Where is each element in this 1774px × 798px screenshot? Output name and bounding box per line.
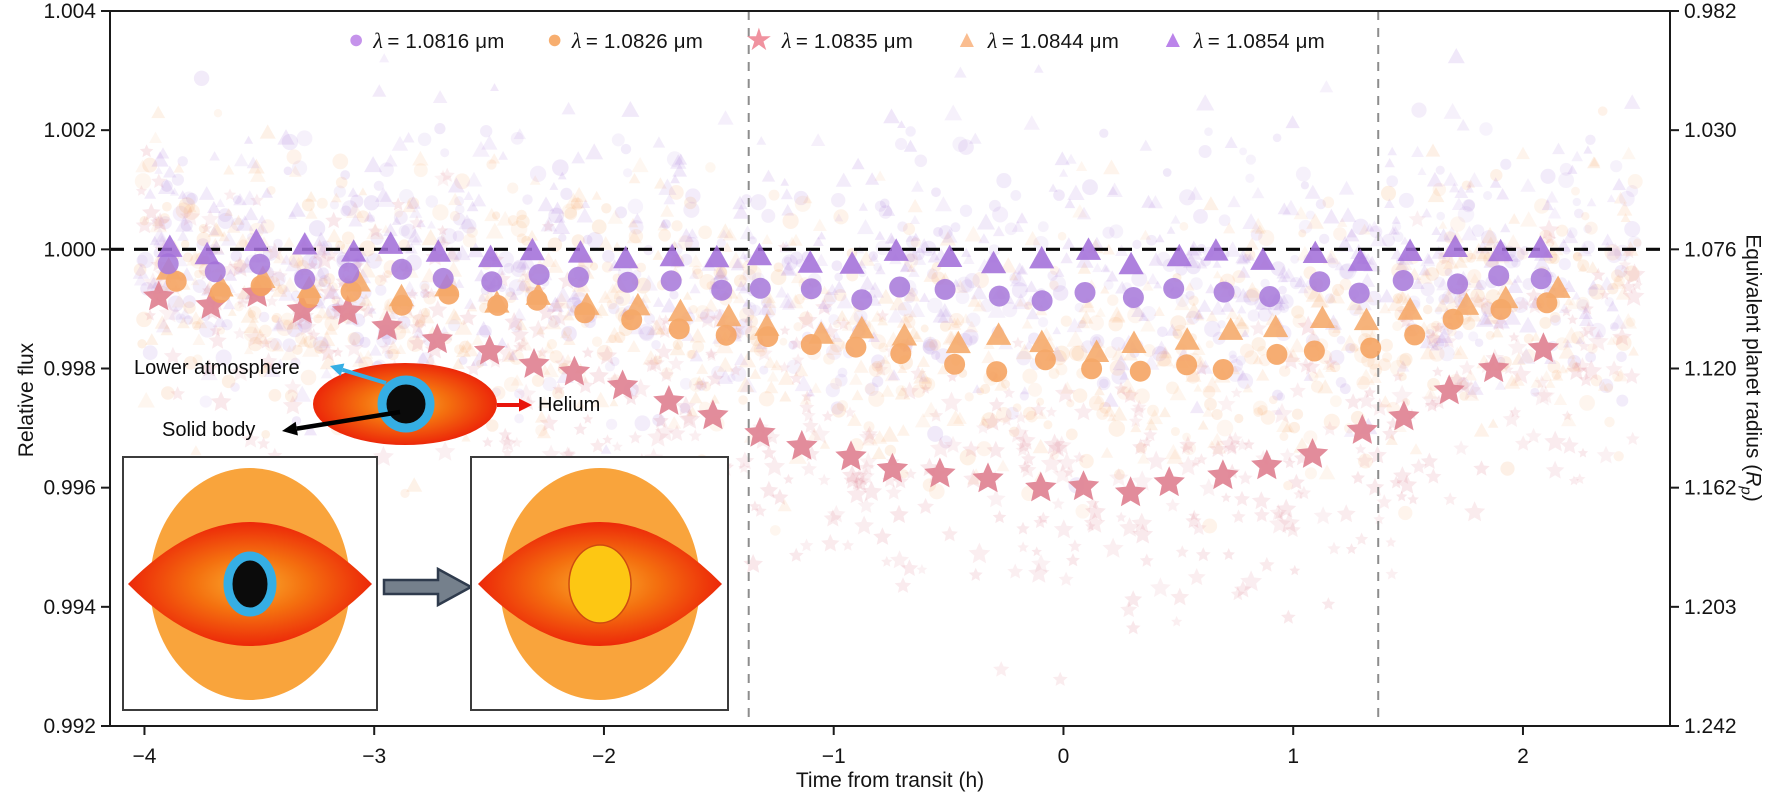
axis-ticks-and-labels: 1.004 0.982 1.002 1.030 1.000 1.076 0.998 1.120…: [43, 0, 1736, 768]
left-tick-label: 0.992: [43, 715, 96, 738]
x-tick-label: 0: [1058, 745, 1070, 768]
legend-label: λ = 1.0854 μm: [1193, 27, 1325, 53]
series-1.0835: [143, 277, 1560, 507]
series-1.0816: [157, 253, 1552, 312]
legend-label: λ = 1.0835 μm: [781, 27, 914, 53]
circle-marker-icon: ●: [348, 24, 365, 54]
triangle-marker-icon: ▲: [955, 25, 979, 53]
x-axis-title: Time from transit (h): [795, 769, 985, 792]
left-tick-label: 0.998: [43, 358, 96, 381]
series-1.0854: [157, 228, 1554, 275]
inset-box-before: [122, 456, 378, 711]
annotation-helium: Helium: [538, 394, 601, 416]
left-axis-title: Relative flux: [15, 342, 38, 458]
right-tick-label: 0.982: [1684, 0, 1737, 23]
legend-item-1.0826: ● λ = 1.0826 μm: [546, 24, 704, 54]
legend: ● λ = 1.0816 μm ● λ = 1.0826 μm ★ λ = 1.0835 …: [348, 22, 1325, 57]
right-tick-label: 1.162: [1684, 477, 1737, 500]
right-tick-label: 1.076: [1684, 238, 1737, 261]
left-tick-label: 1.002: [43, 119, 96, 142]
x-tick-label: −4: [132, 745, 156, 768]
right-axis-title: Equivalent planet radius (Rp): [1737, 234, 1765, 502]
x-tick-label: 2: [1517, 745, 1529, 768]
right-tick-label: 1.030: [1684, 119, 1737, 142]
molten-core: [568, 544, 632, 624]
right-tick-label: 1.120: [1684, 358, 1737, 381]
annotation-lower-atmosphere: Lower atmosphere: [134, 357, 300, 379]
left-tick-label: 0.994: [43, 596, 96, 619]
helium-arrow: [497, 398, 532, 412]
evolution-arrow-icon: [382, 566, 474, 608]
triangle-marker-icon: ▲: [1161, 25, 1185, 53]
right-tick-label: 1.242: [1684, 715, 1737, 738]
left-tick-label: 1.004: [43, 0, 96, 23]
solid-body-arrow: [282, 409, 401, 436]
x-tick-label: 1: [1287, 745, 1299, 768]
solid-body-core: [377, 375, 435, 433]
legend-label: λ = 1.0844 μm: [987, 27, 1119, 53]
binned-data-points: [143, 228, 1571, 507]
legend-item-1.0816: ● λ = 1.0816 μm: [348, 24, 505, 54]
legend-item-1.0854: ▲ λ = 1.0854 μm: [1161, 25, 1325, 54]
legend-item-1.0844: ▲ λ = 1.0844 μm: [955, 25, 1119, 54]
series-1.0844: [156, 257, 1571, 362]
planet-structure-inset: [122, 363, 729, 711]
annotation-solid-body: Solid body: [162, 419, 256, 441]
circle-marker-icon: ●: [546, 24, 563, 54]
right-tick-label: 1.203: [1684, 596, 1737, 619]
star-marker-icon: ★: [745, 22, 773, 57]
lower-atmosphere-arrow: [330, 363, 387, 385]
x-tick-label: −2: [592, 745, 616, 768]
left-tick-label: 0.996: [43, 477, 96, 500]
legend-label: λ = 1.0826 μm: [571, 27, 704, 53]
unbinned-scatter-cloud: [132, 48, 1646, 686]
inset-box-after: [470, 456, 729, 711]
x-tick-label: −1: [822, 745, 846, 768]
solid-core-with-atmosphere: [223, 551, 277, 617]
x-tick-label: −3: [362, 745, 386, 768]
legend-item-1.0835: ★ λ = 1.0835 μm: [745, 22, 914, 57]
legend-label: λ = 1.0816 μm: [373, 27, 505, 53]
left-tick-label: 1.000: [43, 238, 96, 261]
